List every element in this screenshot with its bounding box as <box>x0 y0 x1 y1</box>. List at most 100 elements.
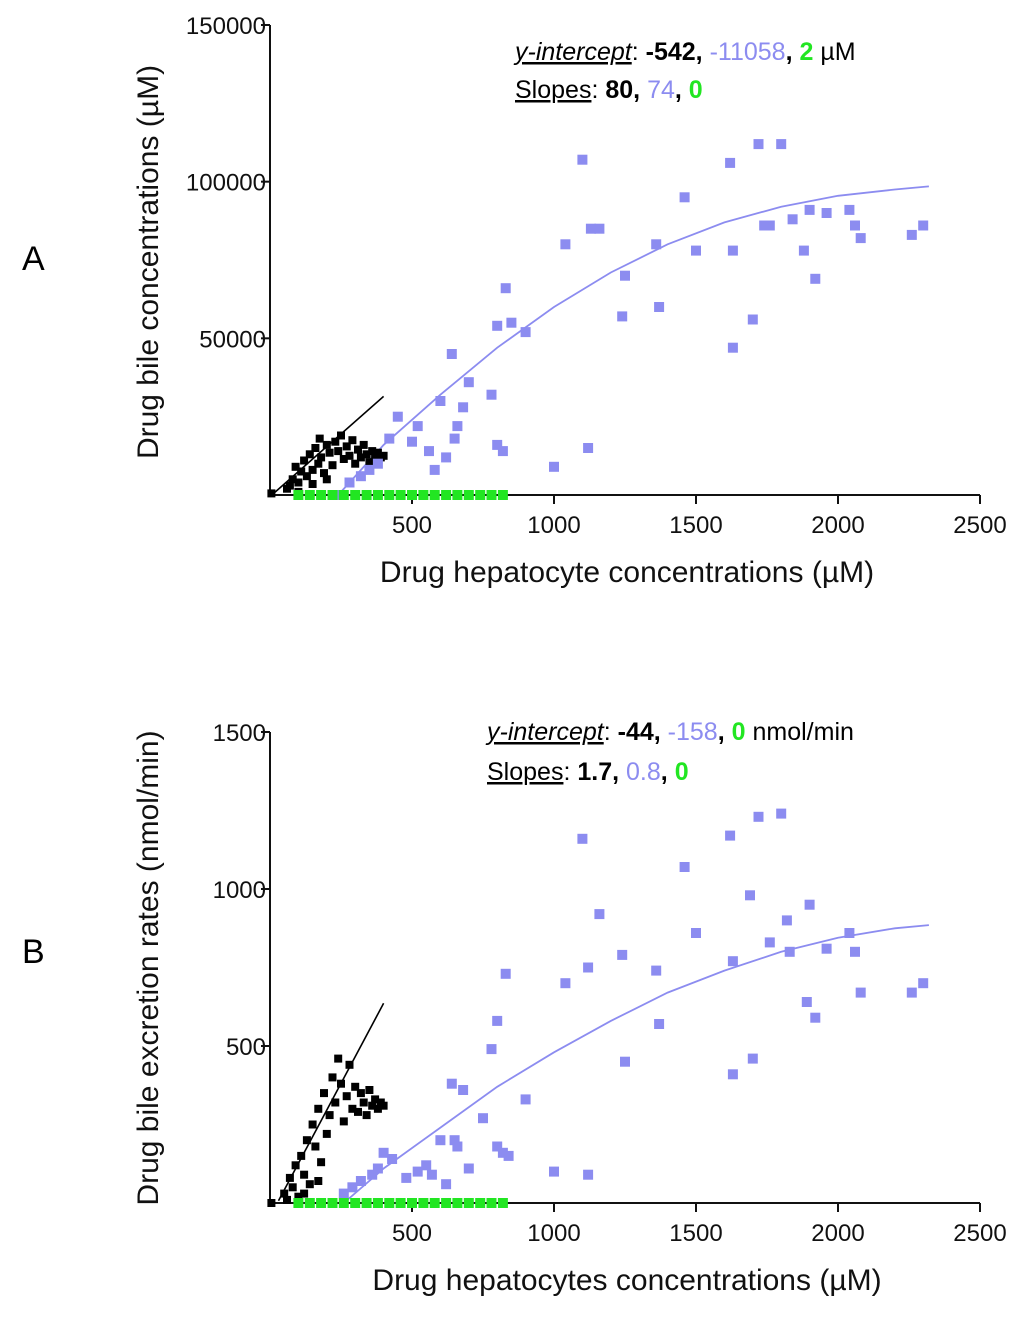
data-point-blue <box>764 937 775 948</box>
data-point-black <box>379 451 388 460</box>
data-point-blue <box>745 890 755 901</box>
data-point-blue <box>364 464 375 475</box>
data-point-green <box>486 1198 497 1208</box>
panel-label: A <box>22 240 45 278</box>
data-point-blue <box>449 433 460 444</box>
x-tick-label: 1500 <box>669 512 722 539</box>
data-point-black <box>328 1073 337 1082</box>
data-point-blue <box>594 223 605 234</box>
slopes-label: Slopes <box>487 758 563 786</box>
data-point-blue <box>492 1015 503 1026</box>
data-point-blue <box>549 1166 559 1177</box>
data-point-black <box>362 450 371 459</box>
y-tick-label: 100000 <box>186 170 266 197</box>
data-point-green <box>304 1198 315 1208</box>
data-point-blue <box>503 1150 514 1161</box>
data-point-blue <box>727 245 738 256</box>
data-point-blue <box>679 192 690 203</box>
y-tick-label: 150000 <box>186 13 266 40</box>
data-point-blue <box>821 208 832 218</box>
data-point-green <box>452 490 463 500</box>
data-point-blue <box>412 1166 423 1177</box>
data-point-green <box>361 1198 372 1208</box>
data-point-black <box>368 1101 377 1110</box>
data-point-green <box>327 490 338 500</box>
data-point-black <box>291 462 300 471</box>
data-point-blue <box>424 446 434 457</box>
data-point-blue <box>392 411 403 422</box>
data-point-black <box>365 1086 374 1094</box>
data-point-black <box>348 436 357 445</box>
data-point-blue <box>407 436 417 447</box>
data-point-blue <box>452 421 463 432</box>
data-point-blue <box>560 978 571 989</box>
data-point-blue <box>776 808 787 819</box>
data-point-black <box>320 469 328 478</box>
data-point-blue <box>497 1147 508 1158</box>
data-point-blue <box>478 1113 488 1124</box>
data-point-black <box>348 1104 357 1113</box>
x-tick-label: 2500 <box>953 1220 1006 1247</box>
data-point-blue <box>497 446 508 457</box>
data-point-green <box>395 1198 406 1208</box>
data-point-blue <box>549 461 559 472</box>
data-point-blue <box>458 402 469 413</box>
data-point-blue <box>804 899 815 910</box>
intercept-value-black: -44 <box>618 718 654 746</box>
x-tick-label: 2000 <box>811 512 864 539</box>
data-point-blue <box>787 214 798 225</box>
data-point-blue <box>333 490 344 500</box>
y-axis-title: Drug bile concentrations (µM) <box>132 65 165 459</box>
data-point-black <box>342 442 351 451</box>
data-point-black <box>331 1098 340 1107</box>
data-point-black <box>302 472 311 481</box>
data-point-green <box>327 1198 338 1208</box>
x-tick-label: 1000 <box>527 1220 580 1247</box>
data-point-green <box>475 490 486 500</box>
data-point-blue <box>412 421 423 432</box>
data-point-blue <box>784 946 795 957</box>
data-point-green <box>338 490 349 500</box>
data-point-blue <box>651 239 662 250</box>
data-point-black <box>311 1142 320 1151</box>
data-point-blue <box>810 273 821 284</box>
data-point-blue <box>435 1135 446 1146</box>
data-point-black <box>331 437 340 446</box>
data-point-blue <box>446 1078 457 1089</box>
data-point-black <box>342 1092 351 1101</box>
data-point-green <box>384 490 395 500</box>
data-point-blue <box>781 915 792 926</box>
data-point-black <box>356 453 365 462</box>
data-point-black <box>317 453 326 462</box>
intercept-unit: µM <box>820 38 855 66</box>
intercept-unit: nmol/min <box>752 718 853 746</box>
data-point-blue <box>441 1179 452 1190</box>
data-point-black <box>334 447 343 456</box>
data-point-blue <box>776 139 787 150</box>
data-point-blue <box>906 229 917 240</box>
data-point-black <box>337 1079 345 1088</box>
data-point-blue <box>492 1141 503 1152</box>
data-point-blue <box>344 477 355 488</box>
data-point-black <box>294 1192 303 1201</box>
data-point-blue <box>492 439 503 450</box>
x-axis-title: Drug hepatocytes concentrations (µM) <box>372 1264 881 1297</box>
data-point-green <box>441 1198 452 1208</box>
data-point-blue <box>679 862 690 872</box>
data-point-blue <box>583 1169 594 1180</box>
data-point-blue <box>520 327 531 338</box>
data-point-black <box>345 451 354 460</box>
data-point-black <box>300 1189 309 1198</box>
data-point-blue <box>620 270 630 281</box>
data-point-black <box>320 1089 328 1098</box>
data-point-green <box>316 490 327 500</box>
data-point-blue <box>486 1044 497 1055</box>
x-axis-title: Drug hepatocyte concentrations (µM) <box>380 556 874 589</box>
data-point-blue <box>458 1085 469 1095</box>
data-point-black <box>359 440 368 449</box>
data-point-black <box>351 1082 360 1091</box>
data-point-green <box>463 1198 474 1208</box>
slope-value-green: 0 <box>675 758 689 786</box>
data-point-blue <box>654 1019 665 1029</box>
data-point-blue <box>355 1176 366 1186</box>
